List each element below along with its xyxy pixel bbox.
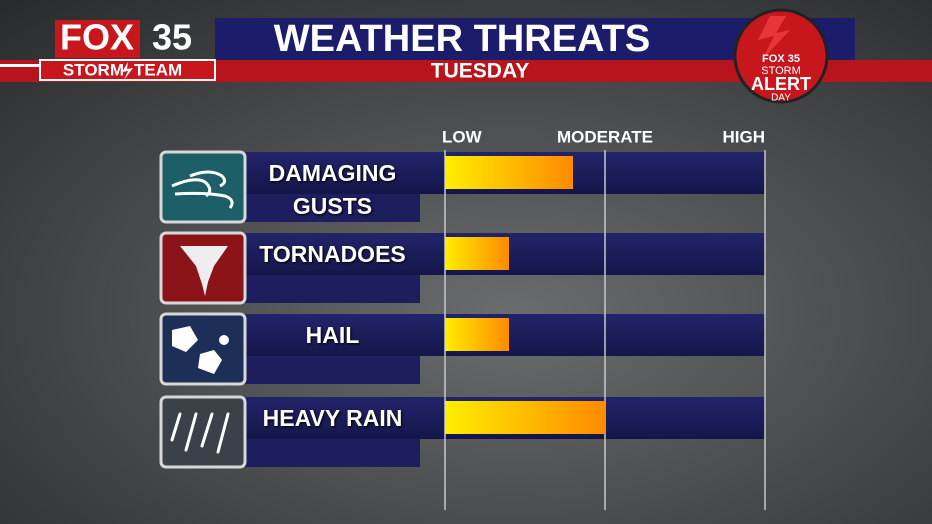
row-subband [245, 356, 420, 384]
category-label-box: HAIL [305, 322, 360, 348]
rain-icon [170, 412, 230, 454]
row-subband [245, 439, 420, 467]
x-tick-label: MODERATE [557, 127, 653, 146]
hail-icon [172, 326, 229, 374]
category-label: HEAVY RAIN [262, 405, 403, 431]
icon-box [159, 150, 247, 224]
badge [733, 8, 829, 104]
bar [445, 156, 573, 189]
bars [445, 156, 605, 434]
chart-subtitle: TUESDAY [431, 60, 529, 83]
x-tick-label: LOW [442, 127, 483, 146]
team-right: TEAM [134, 60, 182, 79]
category-label-box: TORNADOES [259, 241, 406, 267]
row-subband [245, 275, 420, 303]
icon-box [159, 312, 247, 386]
bar [445, 237, 509, 270]
category-label: DAMAGING GUSTS [268, 160, 397, 219]
badge-line1: STORM [761, 65, 801, 77]
header-red-band [0, 60, 932, 82]
gusts-icon [171, 170, 234, 209]
badge-line2: ALERT [751, 74, 811, 94]
category-label: HAIL [305, 322, 360, 348]
team-left: STORM [63, 60, 124, 79]
category-label-box: HEAVY RAIN [262, 405, 403, 431]
logo-channel: 35 [152, 17, 192, 58]
category-label: TORNADOES [259, 241, 406, 267]
badge-station: FOX 35 [762, 53, 800, 65]
chart-title: WEATHER THREATS [274, 18, 650, 60]
bar [445, 401, 605, 434]
bolt [122, 62, 133, 80]
category-label-box: DAMAGING GUSTS [268, 160, 397, 219]
badge-bolt [758, 16, 790, 60]
icon-box [159, 395, 247, 469]
row-subband [245, 194, 420, 222]
logo-station: FOX [60, 17, 134, 58]
header-line [0, 64, 40, 67]
logo-box [55, 20, 140, 58]
tornado-icon [180, 246, 228, 296]
x-tick-label: HIGH [723, 127, 766, 146]
bar [445, 318, 509, 351]
badge-line3: DAY [771, 93, 791, 104]
